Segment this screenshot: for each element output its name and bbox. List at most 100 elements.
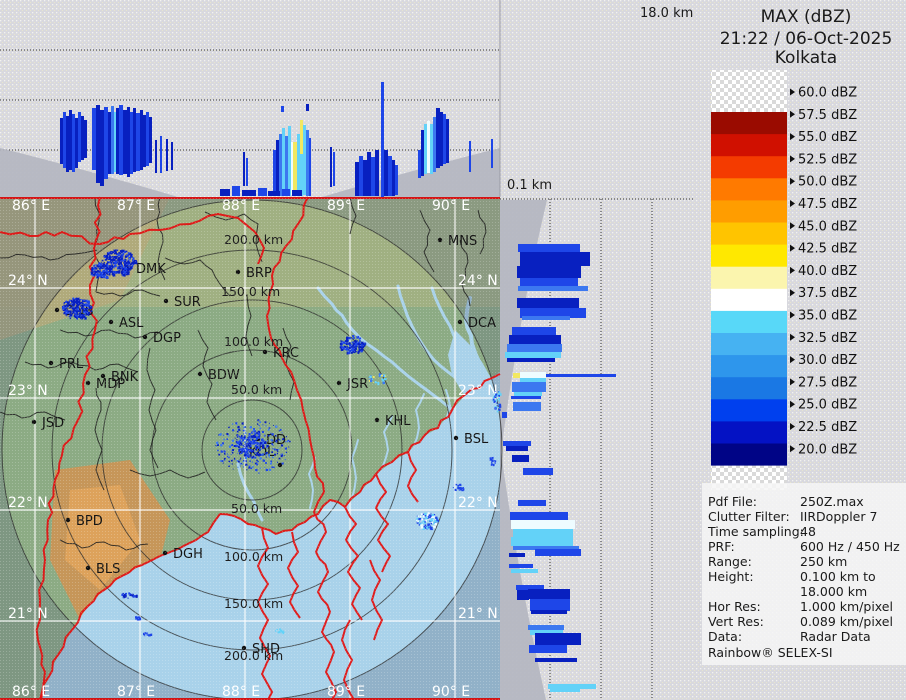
zy-echo-bar	[546, 374, 616, 377]
zy-echo-bar	[513, 546, 579, 550]
xz-echo-bar	[220, 189, 230, 196]
legend-tick-arrow-icon	[790, 266, 795, 274]
zy-echo-bar	[522, 316, 570, 320]
xz-echo-bar	[96, 105, 100, 183]
zy-echo-bar	[518, 244, 580, 252]
zy-echo-bar	[506, 446, 528, 451]
zy-echo-bar	[518, 500, 546, 506]
xz-echo-bars	[60, 82, 493, 197]
xz-echo-bar	[359, 156, 363, 196]
xz-echo-bar	[427, 121, 430, 173]
legend-tick-arrow-icon	[790, 333, 795, 341]
xz-terrain-wedge-left	[0, 148, 178, 197]
legend-swatch	[711, 134, 787, 157]
legend-tick-arrow-icon	[790, 423, 795, 430]
zy-echo-bar	[512, 382, 546, 392]
zy-echo-bar	[502, 412, 507, 418]
legend-level-label: 45.0 dBZ	[798, 219, 857, 234]
legend-swatch	[711, 377, 787, 400]
xz-echo-bar	[367, 152, 371, 196]
zy-echo-bar	[511, 520, 575, 529]
metadata-value: IIRDoppler 7	[800, 509, 877, 524]
xz-echo-bar	[75, 118, 78, 168]
xz-echo-bar	[330, 147, 332, 187]
metadata-value: 18.000 km	[800, 584, 867, 599]
xz-echo-bar	[293, 142, 297, 194]
xz-echo-bar	[84, 120, 87, 158]
map-echo-pixel	[499, 393, 502, 396]
map-dither-overlay	[0, 197, 500, 700]
xz-echo-bar	[114, 112, 116, 172]
xz-echo-bar	[375, 150, 379, 196]
xz-echo-bar	[268, 191, 280, 196]
legend-swatch	[711, 244, 787, 268]
metadata-label: Height:	[708, 569, 754, 584]
xz-echo-bar	[111, 106, 114, 174]
legend-level-label: 27.5 dBZ	[798, 375, 857, 390]
zy-echo-bar	[528, 589, 570, 599]
map-panel: 200.0 km150.0 km100.0 km50.0 km50.0 km10…	[0, 196, 503, 700]
legend-level-label: 22.5 dBZ	[798, 420, 857, 435]
xz-echo-bar	[279, 134, 282, 196]
legend-swatch	[711, 156, 787, 179]
xz-echo-bar	[306, 130, 309, 196]
metadata-label: Hor Res:	[708, 599, 761, 614]
xz-echo-bar	[104, 107, 108, 179]
xz-echo-bar	[282, 189, 290, 196]
metadata-value: 250Z.max	[800, 494, 864, 509]
metadata-panel: Pdf File: 250Z.max Clutter Filter: IIRDoppl…	[702, 483, 906, 665]
legend-swatch	[711, 178, 787, 201]
metadata-label: Data:	[708, 629, 742, 644]
xz-echo-bar	[242, 190, 256, 196]
legend-swatch	[711, 222, 787, 245]
zy-echo-bar	[523, 468, 553, 475]
zy-echo-bar	[511, 396, 541, 399]
xz-echo-bar	[303, 125, 306, 195]
xz-echo-bar	[258, 188, 267, 196]
zy-echo-bar	[512, 327, 556, 335]
xz-echo-bar	[123, 110, 127, 174]
legend-level-label: 25.0 dBZ	[798, 398, 857, 413]
xz-echo-bar	[424, 124, 427, 174]
legend-level-label: 52.5 dBZ	[798, 152, 857, 167]
xz-echo-bar	[282, 128, 285, 196]
zy-echo-bar	[520, 252, 590, 266]
xz-echo-bar	[171, 142, 173, 170]
xz-echo-bar	[371, 157, 375, 196]
legend-tick-arrow-icon	[790, 311, 795, 319]
xz-echo-bar	[166, 139, 168, 171]
xz-echo-bar	[66, 116, 69, 172]
map-echo-pixel	[498, 405, 502, 408]
zy-echo-bar	[550, 689, 580, 692]
zy-cross-section-panel	[500, 197, 695, 700]
legend-swatch	[711, 288, 787, 312]
xz-cross-section-panel	[0, 0, 501, 197]
legend-tick-arrow-icon	[790, 356, 795, 364]
xz-echo-bar	[140, 110, 143, 170]
legend-level-label: 60.0 dBZ	[798, 86, 857, 101]
zy-echo-bar	[535, 658, 577, 662]
metadata-value: Radar Data	[800, 629, 871, 644]
metadata-value: 48	[800, 524, 816, 539]
xz-echo-bar	[430, 124, 433, 174]
xz-echo-bar	[232, 186, 240, 196]
legend-level-label: 50.0 dBZ	[798, 175, 857, 190]
legend-tick-arrow-icon	[790, 222, 795, 230]
zy-terrain-wedge-bottom	[500, 452, 546, 700]
xz-echo-bar	[355, 162, 359, 196]
xz-echo-bar	[81, 116, 84, 160]
xz-echo-bar	[146, 112, 149, 166]
zy-echo-bar	[512, 455, 529, 462]
xz-echo-bar	[297, 134, 300, 196]
zy-echo-bar	[518, 286, 588, 291]
radar-station-name: Kolkata	[775, 48, 837, 68]
color-scale-swatches	[711, 70, 787, 490]
legend-swatch	[711, 310, 787, 334]
legend-level-label: 55.0 dBZ	[798, 130, 857, 145]
xz-echo-bar	[384, 150, 388, 196]
legend-swatch	[711, 200, 787, 223]
xz-echo-bar	[491, 139, 493, 168]
xz-echo-bar	[100, 110, 104, 186]
metadata-label: Clutter Filter:	[708, 509, 790, 524]
xz-echo-bar	[443, 114, 446, 164]
